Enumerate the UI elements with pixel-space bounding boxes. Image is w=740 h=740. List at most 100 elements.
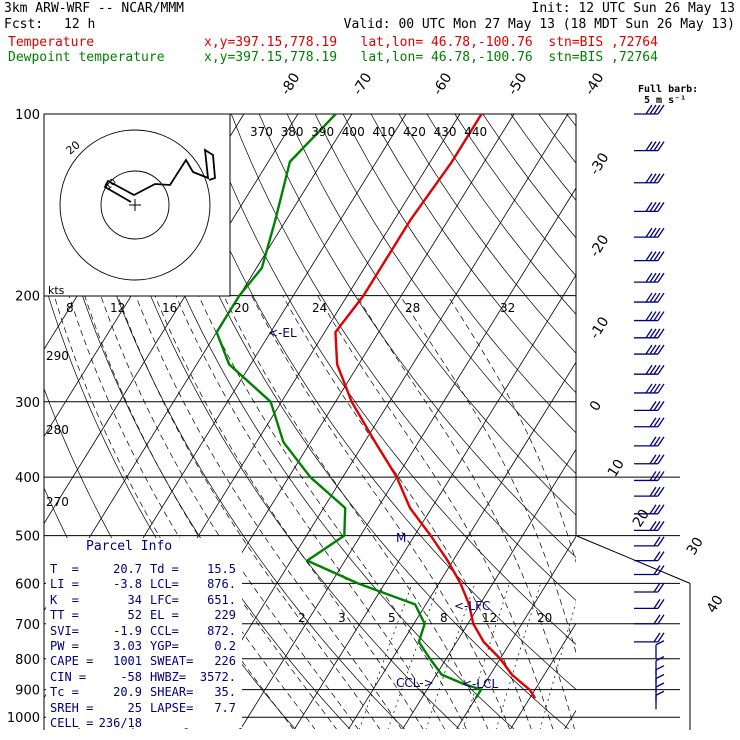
parcel-info-key: Td = xyxy=(150,562,179,576)
wind-barb-feather xyxy=(657,486,665,497)
speed-tick-label: 20 xyxy=(234,301,249,315)
parcel-info-panel: Parcel Info T = 20.7 Td = 15.5 LI = -3.8 LCL= 8… xyxy=(46,538,242,730)
dewpoint-station-info: x,y=397.15,778.19 lat,lon= 46.78,-100.76… xyxy=(204,50,658,65)
dry-adiabat-label: 270 xyxy=(46,495,69,509)
wind-barb-feather xyxy=(657,417,665,428)
parcel-info-value: 3572. xyxy=(199,669,236,684)
wind-barb-feather xyxy=(649,486,657,497)
wind-barb xyxy=(634,141,665,152)
moist-adiabat-line xyxy=(100,295,359,729)
wind-barb-feather xyxy=(645,311,653,321)
pressure-tick-label: 300 xyxy=(15,396,40,411)
dry-adiabat-line xyxy=(454,114,576,277)
theta-e-label: 370 xyxy=(250,125,273,139)
pressure-tick-label: 400 xyxy=(15,471,40,486)
isotherm-line xyxy=(456,535,576,729)
dry-adiabat-line xyxy=(286,114,576,516)
wind-barb-feather xyxy=(645,173,653,184)
moist-adiabat-line xyxy=(198,295,467,729)
wind-barb-feather xyxy=(653,227,661,238)
wind-barb-feather xyxy=(645,141,653,151)
parcel-info-value: 872. xyxy=(207,623,236,638)
theta-e-label: 430 xyxy=(434,125,457,139)
parcel-info-key: SHEAR= xyxy=(150,685,194,700)
mixing-ratio-line xyxy=(539,601,576,729)
wind-barb xyxy=(634,436,665,447)
valid-time: Valid: 00 UTC Mon 27 May 13 (18 MDT Sun … xyxy=(343,17,735,32)
wind-barb-feather xyxy=(657,520,665,531)
plot-right-slant xyxy=(575,535,691,584)
dry-adiabat-line xyxy=(342,114,576,434)
dry-adiabat-line xyxy=(510,114,576,201)
isotherm-line xyxy=(618,114,740,730)
moist-adiabat-line xyxy=(135,295,402,729)
parcel-info-row: PW = 3.03 YGP= 0.2 xyxy=(50,639,240,654)
wind-barb-feather xyxy=(657,311,665,321)
parcel-info-title: Parcel Info xyxy=(86,539,173,554)
wind-barb-feather xyxy=(653,632,661,643)
parcel-info-row: CIN = -58 HWBZ= 3572. xyxy=(50,670,240,685)
parcel-info-value: -3.8 xyxy=(113,577,142,592)
init-time: Init: 12 UTC Sun 26 May 13 xyxy=(531,1,736,16)
isotherm-label: -30 xyxy=(587,150,613,178)
wind-barb xyxy=(634,201,665,212)
hodograph-trace xyxy=(103,148,216,203)
wind-barb-flag xyxy=(655,640,665,646)
isotherm-line xyxy=(44,114,299,525)
dry-adiabat-line xyxy=(314,114,576,475)
wind-barb xyxy=(634,104,665,115)
isotherm-line xyxy=(402,448,576,729)
parcel-info-key: CELL = xyxy=(50,716,94,730)
wind-barb-feather xyxy=(657,471,665,481)
wind-barb-feather xyxy=(653,141,661,151)
forecast-hour: 12 h xyxy=(64,17,96,32)
wind-barb-flag xyxy=(655,673,665,680)
wind-barb xyxy=(634,599,665,610)
wind-barb-feather xyxy=(653,536,661,547)
mixing-ratio-label: 3 xyxy=(338,611,346,625)
wind-barb-feather xyxy=(657,454,665,465)
wind-barb xyxy=(634,227,665,238)
parcel-info-value: 25 xyxy=(127,700,142,715)
mixing-ratio-label: 8 xyxy=(440,611,448,625)
dry-adiabat-line xyxy=(203,114,576,645)
dry-adiabat-line xyxy=(370,114,576,394)
dry-adiabat-label: 280 xyxy=(46,423,69,437)
wind-barb-feather xyxy=(649,104,657,115)
theta-e-label: 410 xyxy=(372,125,395,139)
parcel-info-value: -1.9 xyxy=(113,623,142,638)
parcel-info-key: CCL= xyxy=(150,623,179,638)
wind-barb-feather xyxy=(657,582,665,593)
parcel-info-key: CIN = xyxy=(50,669,87,684)
dry-adiabat-line xyxy=(119,114,515,729)
parcel-info-key: CAPE = xyxy=(50,654,94,669)
wind-barb-feather xyxy=(657,364,665,375)
isotherm-label: 20 xyxy=(630,507,653,531)
isotherm-label: 0 xyxy=(587,398,605,414)
wind-barb-feather xyxy=(657,141,665,151)
parcel-info-key: T = xyxy=(50,562,79,576)
wind-barb-feather xyxy=(657,292,665,303)
wind-barb xyxy=(634,328,665,339)
wind-barb-feather xyxy=(645,201,653,212)
wind-barb-feather xyxy=(657,551,665,561)
parcel-info-value: 35. xyxy=(214,685,236,700)
isotherm-label: -40 xyxy=(582,70,608,98)
wind-barb-flag xyxy=(655,665,665,671)
moist-adiabat-line xyxy=(175,295,446,729)
temperature-station-info: x,y=397.15,778.19 lat,lon= 46.78,-100.76… xyxy=(204,35,658,50)
wind-barb-feather xyxy=(657,201,665,212)
isotherm-label: -20 xyxy=(587,232,613,260)
parcel-info-value: 651. xyxy=(207,592,236,607)
isotherm-label: 30 xyxy=(684,535,707,559)
wind-barb-feather xyxy=(649,141,657,151)
moist-adiabat-line xyxy=(251,295,510,729)
parcel-info-value: 0.2 xyxy=(214,639,236,653)
isotherm-line xyxy=(0,114,28,730)
mixing-ratio-label: 5 xyxy=(388,611,396,625)
wind-barb-feather xyxy=(653,504,661,515)
wind-barb-feather xyxy=(657,504,665,515)
parcel-info-key: SREH = xyxy=(50,700,94,715)
parcel-info-value: 236/18 xyxy=(98,716,142,730)
wind-barb-feather xyxy=(649,201,657,212)
